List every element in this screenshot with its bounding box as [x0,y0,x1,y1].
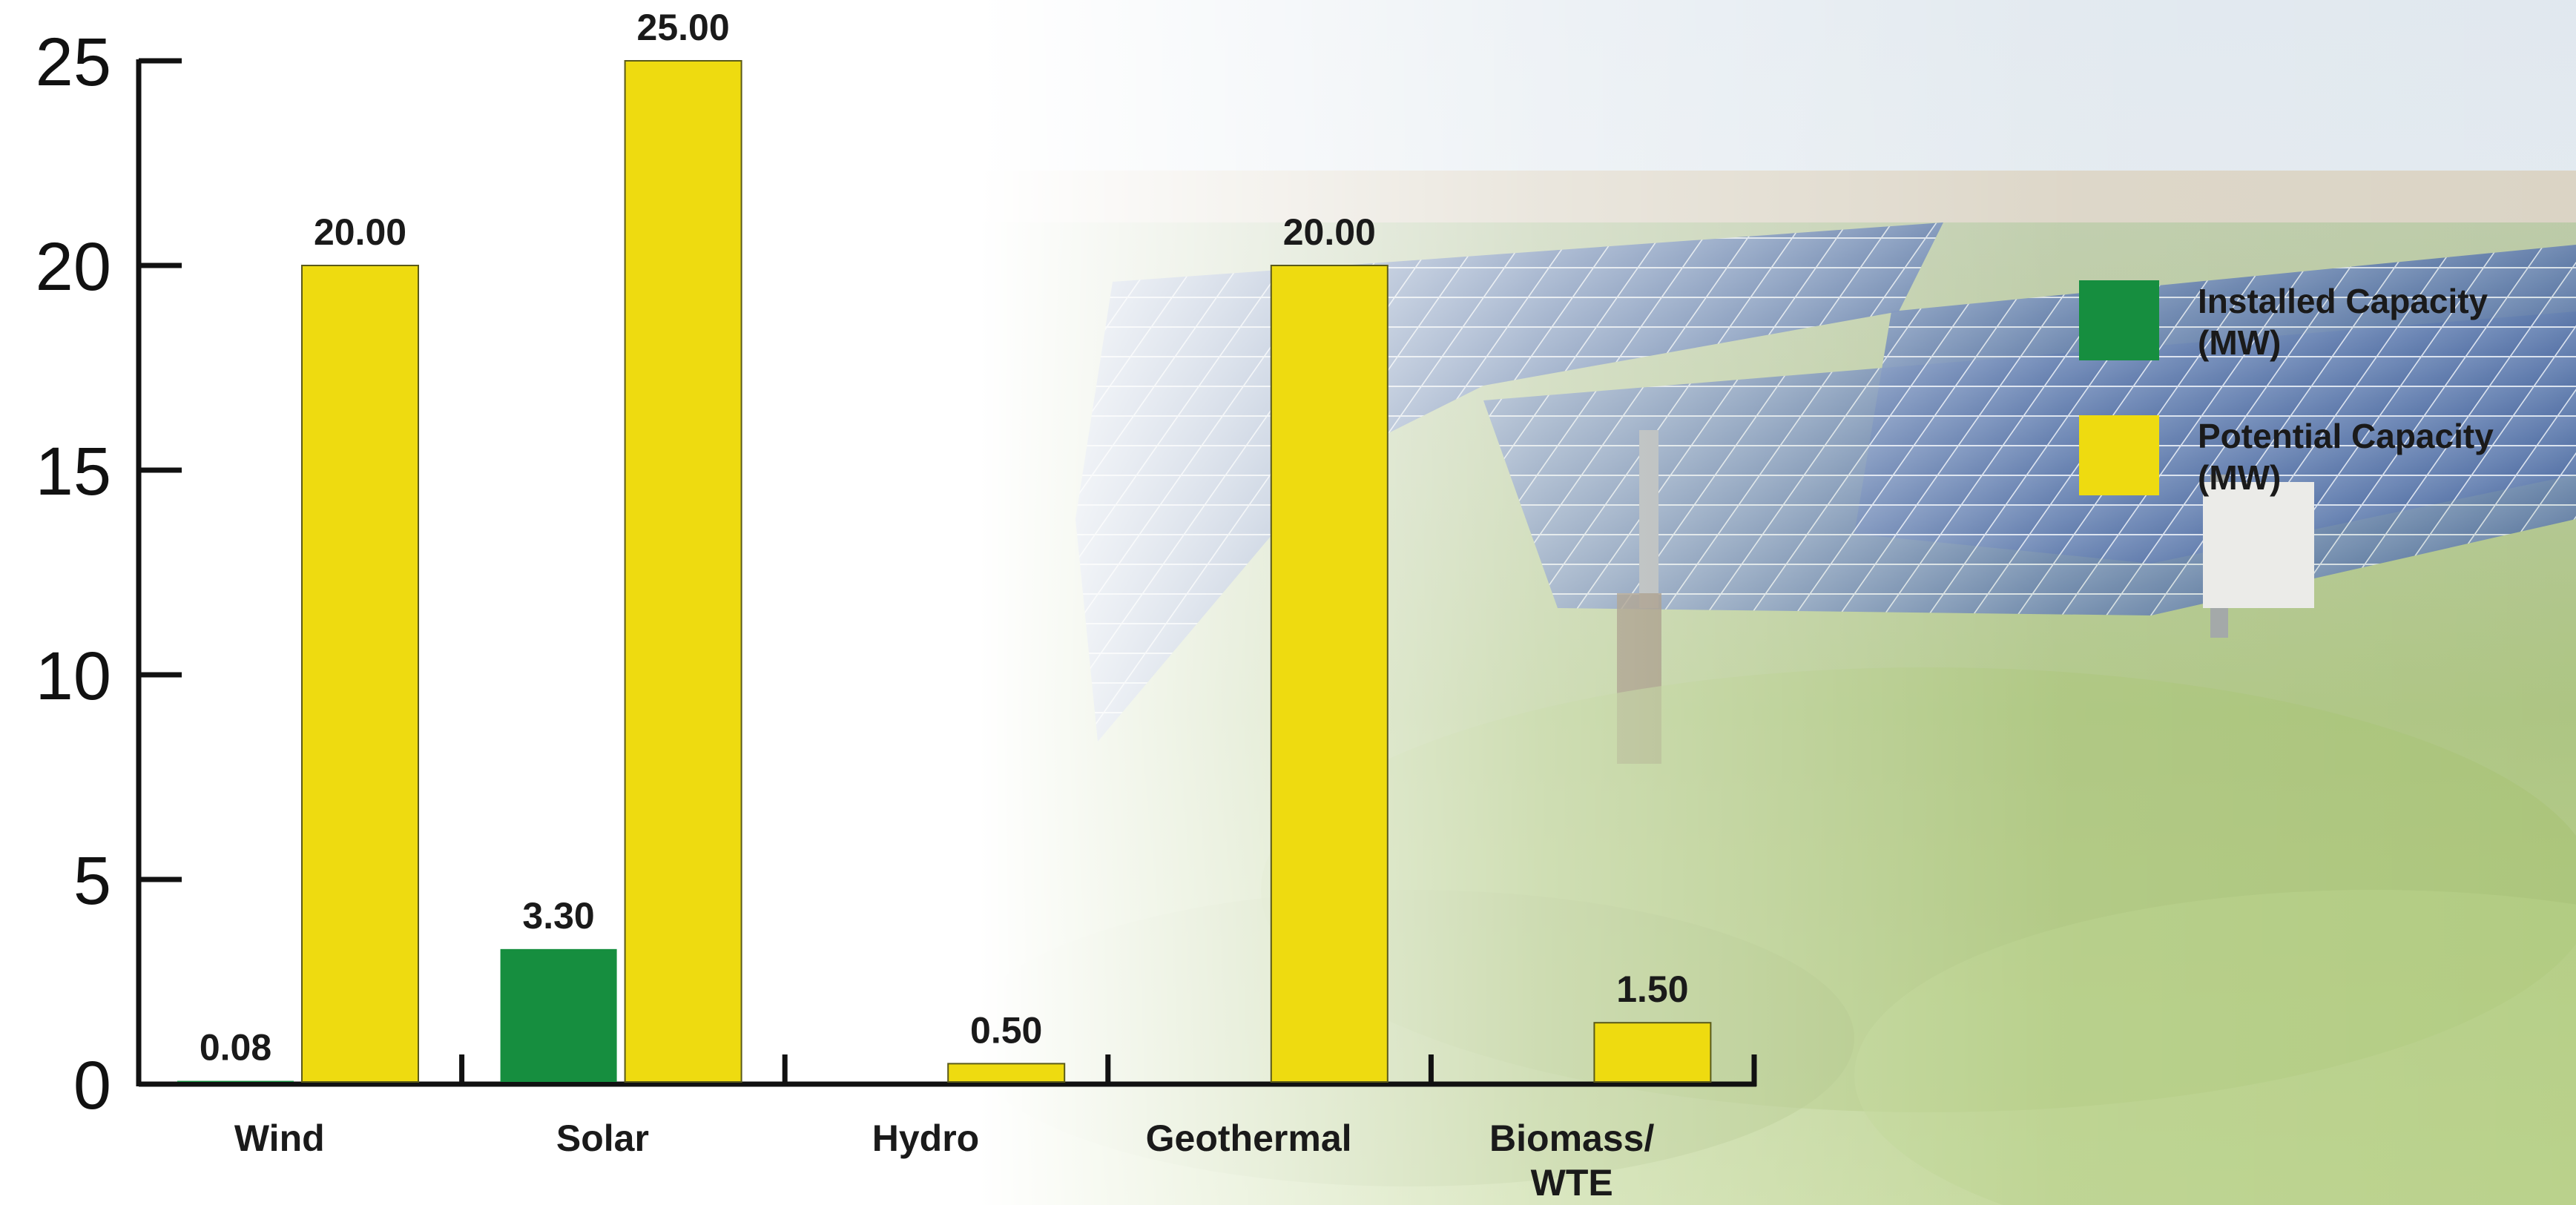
y-tick-label: 10 [36,638,111,714]
bars: 0.08 3.30 20.00 25.00 0.50 20.00 1.50 [177,7,1712,1083]
bar-installed-solar [500,948,617,1082]
bar-potential-hydro [947,1063,1066,1083]
data-label: 3.30 [522,895,594,937]
bar-potential-geothermal [1270,265,1389,1083]
x-category-label: Solar [556,1117,649,1159]
x-category-label: Geothermal [1146,1117,1352,1159]
data-label: 25.00 [637,7,730,48]
legend-swatch-potential [2079,415,2159,495]
data-label: 0.08 [200,1027,271,1069]
y-tick-label: 25 [36,24,111,100]
bar-potential-biomasswte [1593,1022,1712,1083]
legend-label-installed: Installed Capacity [2198,282,2488,320]
x-category-label: Wind [234,1117,325,1159]
data-label: 20.00 [314,211,406,253]
bar-installed-wind [177,1080,294,1082]
legend: Installed Capacity (MW) Potential Capaci… [2079,280,2494,497]
y-axis: 0 5 10 15 20 25 [36,24,182,1123]
x-category-label-line: WTE [1531,1162,1613,1204]
data-label: 1.50 [1616,968,1688,1010]
x-axis: Wind Solar Hydro Geothermal Biomass/WTE [139,1054,1757,1204]
y-tick-label: 15 [36,434,111,509]
x-category-label-line: Geothermal [1146,1117,1352,1159]
y-tick-label: 5 [73,843,111,919]
legend-label-potential: Potential Capacity [2198,417,2494,455]
bar-potential-solar [624,60,742,1083]
data-label: 0.50 [970,1009,1042,1051]
x-category-label-line: Hydro [872,1117,979,1159]
bar-potential-wind [301,265,419,1083]
x-category-label-line: Biomass/ [1489,1117,1654,1159]
y-tick-label: 0 [73,1048,111,1123]
legend-label-installed-unit: (MW) [2198,323,2281,362]
legend-swatch-installed [2079,280,2159,360]
x-category-label: Biomass/WTE [1489,1117,1654,1204]
x-category-label-line: Wind [234,1117,325,1159]
legend-label-potential-unit: (MW) [2198,458,2281,497]
x-category-label-line: Solar [556,1117,649,1159]
data-label: 20.00 [1283,211,1376,253]
x-category-label: Hydro [872,1117,979,1159]
y-tick-label: 20 [36,229,111,305]
